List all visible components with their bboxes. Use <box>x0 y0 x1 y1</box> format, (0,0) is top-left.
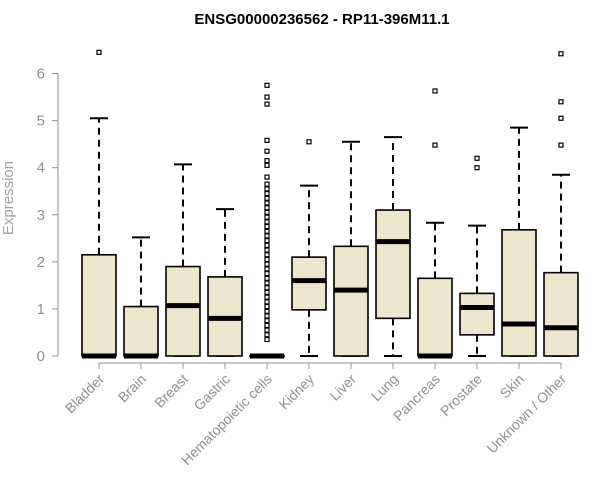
outlier-point <box>264 294 270 300</box>
box-group <box>249 82 285 359</box>
outlier-point <box>264 174 270 180</box>
box-group <box>375 136 411 357</box>
outlier-point <box>264 299 270 305</box>
outlier-point <box>264 94 270 100</box>
outlier-point <box>264 158 270 164</box>
outlier-point <box>432 88 438 94</box>
outlier-point <box>558 51 564 57</box>
outlier-point <box>264 137 270 143</box>
outlier-point <box>264 313 270 319</box>
outlier-point <box>264 200 270 206</box>
box-group <box>123 236 159 359</box>
box-body <box>291 256 327 311</box>
outlier-point <box>264 148 270 154</box>
box-body <box>459 292 495 336</box>
y-axis: 0 1 2 3 4 5 6 <box>37 66 59 365</box>
outlier-point <box>264 214 270 220</box>
outlier-point <box>264 233 270 239</box>
x-tick-label: Unknown / Other <box>484 371 570 457</box>
outlier-point <box>264 223 270 230</box>
outlier-point <box>432 142 438 148</box>
x-tick-label: Brain <box>115 371 149 405</box>
box-group <box>543 51 579 357</box>
outlier-point <box>264 101 270 107</box>
chart-title: ENSG00000236562 - RP11-396M11.1 <box>194 11 449 28</box>
y-tick-label: 5 <box>37 113 45 130</box>
outlier-point <box>264 271 270 277</box>
box-group <box>459 155 495 357</box>
y-tick-label: 4 <box>37 160 45 177</box>
outlier-point <box>264 332 270 338</box>
box-body <box>543 271 579 357</box>
outlier-point <box>306 139 312 145</box>
outlier-point <box>264 247 270 253</box>
y-tick-label: 1 <box>37 301 45 318</box>
outlier-point <box>264 275 270 281</box>
outlier-point <box>264 162 270 168</box>
x-tick-label: Lung <box>368 371 401 404</box>
outlier-point <box>264 242 270 248</box>
y-tick-label: 6 <box>37 66 45 83</box>
outlier-point <box>264 256 270 263</box>
box-group <box>417 88 453 359</box>
outlier-point <box>264 181 270 187</box>
outlier-point <box>264 205 270 211</box>
y-axis-label: Expression <box>0 161 17 235</box>
box-group <box>81 49 117 359</box>
outlier-point <box>264 228 270 234</box>
y-tick-label: 3 <box>37 207 45 224</box>
box-group <box>501 126 537 357</box>
box-body <box>501 229 537 357</box>
outlier-point <box>264 308 270 314</box>
outlier-point <box>264 238 270 244</box>
outlier-point <box>264 209 270 216</box>
y-tick-label: 2 <box>37 254 45 271</box>
outlier-point <box>264 327 270 333</box>
x-tick-label: Prostate <box>437 371 485 419</box>
outlier-point <box>558 99 564 105</box>
outlier-point <box>264 322 270 328</box>
outlier-point <box>264 336 270 343</box>
x-tick-label: Skin <box>497 371 528 402</box>
x-tick-label: Bladder <box>62 371 108 417</box>
outlier-point <box>558 142 564 148</box>
x-tick-label: Liver <box>326 371 359 404</box>
box-group <box>207 208 243 357</box>
outlier-point <box>264 289 270 296</box>
outlier-point <box>264 280 270 286</box>
box-body <box>333 245 369 357</box>
box-series <box>81 49 579 359</box>
outlier-point <box>264 186 270 192</box>
outlier-point <box>96 49 102 55</box>
box-group <box>333 140 369 357</box>
outlier-point <box>264 195 270 201</box>
box-body <box>123 305 159 357</box>
x-tick-label: Kidney <box>276 371 318 413</box>
box-body <box>165 265 201 357</box>
box-body <box>417 277 453 357</box>
outlier-point <box>264 318 270 324</box>
box-group <box>165 163 201 357</box>
x-tick-label: Pancreas <box>390 371 443 424</box>
box-group <box>291 139 327 357</box>
outlier-point <box>264 252 270 258</box>
outlier-point <box>264 190 270 197</box>
outlier-point <box>264 219 270 225</box>
outlier-point <box>474 155 480 161</box>
outlier-point <box>264 266 270 272</box>
outlier-point <box>474 165 480 171</box>
x-tick-label: Breast <box>151 371 191 411</box>
box-body <box>375 209 411 320</box>
outlier-point <box>264 285 270 291</box>
outlier-point <box>264 261 270 267</box>
box-body <box>81 253 117 357</box>
outlier-point <box>264 303 270 310</box>
outlier-point <box>558 115 564 121</box>
outlier-point <box>264 82 270 88</box>
y-tick-label: 0 <box>37 348 45 365</box>
